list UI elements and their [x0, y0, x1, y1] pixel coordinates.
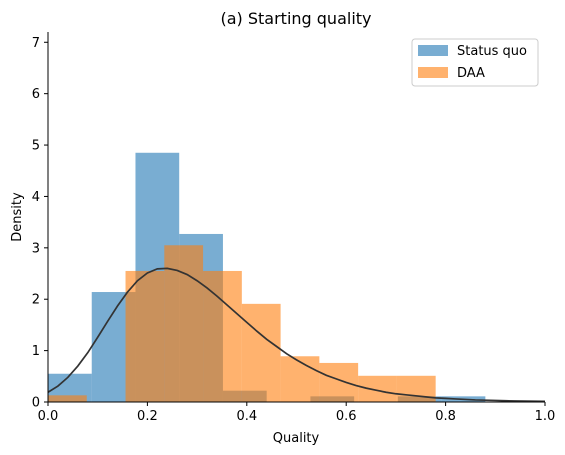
bar-daa-5	[241, 303, 281, 402]
x-axis-label: Quality	[273, 431, 320, 446]
y-tick-label: 6	[32, 87, 40, 102]
y-axis-ticks: 0 1 2 3 4 5 6 7	[32, 36, 48, 411]
legend-label-daa: DAA	[457, 66, 485, 81]
y-tick-label: 1	[32, 344, 40, 359]
bar-daa-3	[164, 245, 204, 402]
chart-title: (a) Starting quality	[220, 9, 371, 28]
legend-swatch-daa	[418, 67, 448, 78]
x-tick-label: 0.8	[435, 409, 456, 424]
bar-daa-7	[319, 362, 359, 402]
y-tick-label: 5	[32, 139, 40, 154]
y-tick-label: 7	[32, 36, 40, 51]
x-tick-label: 0.2	[137, 409, 158, 424]
x-tick-label: 0.4	[236, 409, 257, 424]
y-tick-label: 3	[32, 241, 40, 256]
bar-daa-6	[280, 356, 320, 402]
x-tick-label: 0.0	[38, 409, 59, 424]
bar-daa-4	[203, 270, 242, 402]
y-tick-label: 0	[32, 396, 40, 411]
y-tick-label: 2	[32, 293, 40, 308]
x-tick-label: 0.6	[336, 409, 357, 424]
legend: Status quo DAA	[411, 38, 539, 87]
bar-daa-2	[125, 270, 165, 402]
legend-label-status-quo: Status quo	[457, 44, 527, 59]
x-tick-label: 1.0	[535, 409, 556, 424]
x-axis-ticks: 0.0 0.2 0.4 0.6 0.8 1.0	[38, 402, 556, 424]
y-axis-label: Density	[10, 192, 25, 242]
y-tick-label: 4	[32, 190, 40, 205]
bar-daa-0	[48, 395, 87, 402]
histogram-bars	[48, 152, 486, 402]
bar-daa-8	[358, 375, 397, 402]
legend-swatch-status-quo	[418, 45, 448, 56]
density-curve	[47, 267, 546, 403]
